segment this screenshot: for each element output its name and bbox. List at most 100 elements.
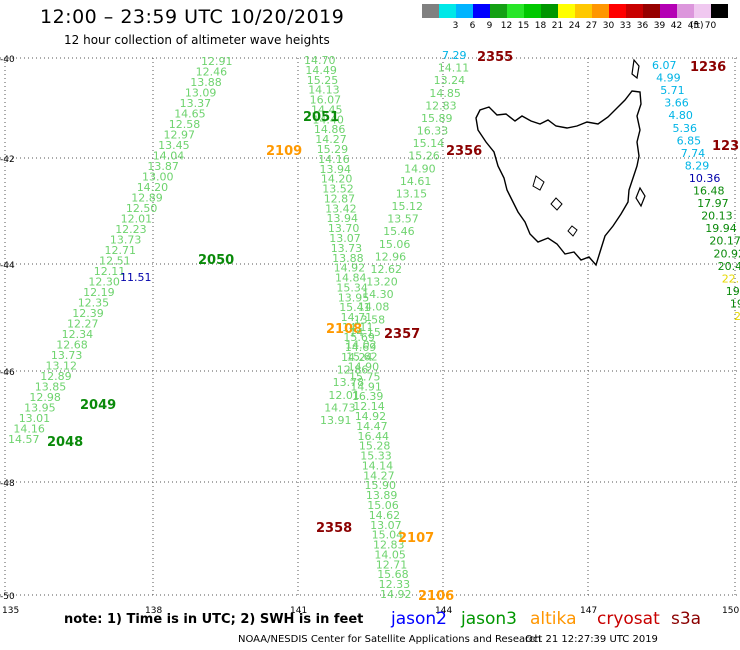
wave-height-value: 12.91 <box>201 55 233 68</box>
wave-height-value: 12.68 <box>56 339 88 352</box>
wave-height-value: 14.62 <box>369 509 401 522</box>
wave-height-value: 13.45 <box>158 139 190 152</box>
wave-height-value: 15.29 <box>317 143 349 156</box>
wave-height-value: 13.07 <box>329 232 361 245</box>
wave-height-value: 15.46 <box>383 225 415 238</box>
legend-item-s3a: s3a <box>671 609 702 629</box>
tasmania-coastline <box>475 90 642 267</box>
wave-height-value: 14.47 <box>356 420 388 433</box>
pass-time-label: 2106 <box>418 589 454 604</box>
wave-height-value: 16.44 <box>358 430 390 443</box>
wave-height-value: 12.50 <box>126 202 157 215</box>
wave-height-value: 12.27 <box>67 318 99 331</box>
wave-height-value: 12.71 <box>105 244 137 257</box>
wave-height-value: 14.04 <box>153 150 185 163</box>
wave-height-value: 14.92 <box>355 410 387 423</box>
wave-height-value: 12.89 <box>131 192 163 205</box>
wave-height-value: 15.14 <box>413 137 445 150</box>
wave-height-value: 12.71 <box>376 558 408 571</box>
wave-height-value: 16.33 <box>417 125 449 138</box>
pass-time-label: 2051 <box>303 110 339 125</box>
timestamp-text: Oct 21 12:27:39 UTC 2019 <box>525 634 658 645</box>
wave-height-value: 14.40 <box>312 113 344 126</box>
color-scale-swatch <box>609 4 626 18</box>
latitude-label: -50 <box>0 592 15 602</box>
wave-height-value: 12.11 <box>94 265 126 278</box>
wave-height-value: 12.83 <box>373 539 405 552</box>
wave-height-value: 15.26 <box>408 150 440 163</box>
wave-height-value: 15.41 <box>339 301 371 314</box>
wave-height-value: 20.17 <box>709 235 740 248</box>
wave-height-value: 12.39 <box>72 307 104 320</box>
wave-height-value: 14.69 <box>345 341 377 354</box>
wave-height-value: 14.11 <box>438 62 470 75</box>
wave-height-value: 14.61 <box>400 175 432 188</box>
color-scale-swatch <box>439 4 456 18</box>
wave-height-value: 14.20 <box>321 173 353 186</box>
wave-height-value: 22.5 <box>722 272 740 285</box>
wave-height-value: 12.19 <box>83 286 115 299</box>
wave-height-value: 13.01 <box>19 412 51 425</box>
color-scale-swatch <box>626 4 643 18</box>
wave-height-value: 14.84 <box>335 272 367 285</box>
wave-height-value: 12.62 <box>371 263 403 276</box>
wave-height-value: 16.48 <box>693 185 725 198</box>
wave-height-value: 12.51 <box>99 255 131 268</box>
wave-height-value: 12.86 <box>337 364 369 377</box>
wave-height-value: 14.15 <box>349 326 381 339</box>
longitude-label: 138 <box>145 606 162 616</box>
wave-height-value: 22. <box>734 310 740 323</box>
longitude-label: 141 <box>290 606 307 616</box>
wave-height-value: 16.07 <box>310 94 342 107</box>
wave-height-value: 14.02 <box>345 339 377 352</box>
wave-height-value: 13.78 <box>333 376 365 389</box>
wave-height-value: 12.14 <box>353 400 385 413</box>
wave-height-value: 3.66 <box>664 97 689 110</box>
units-note: note: 1) Time is in UTC; 2) SWH is in fe… <box>64 612 364 627</box>
wave-height-value: 14.73 <box>324 401 356 414</box>
color-scale-label: 18 <box>534 21 547 31</box>
lat-lon-grid <box>0 57 740 598</box>
wave-height-value: 13.00 <box>142 171 174 184</box>
wave-height-value: 14.45 <box>311 103 343 116</box>
wave-height-value: 13.87 <box>147 160 179 173</box>
wave-height-value: 6.85 <box>677 134 702 147</box>
legend-item-cryosat: cryosat <box>597 609 660 629</box>
pass-time-label: 2358 <box>316 521 352 536</box>
wave-height-value: 13.09 <box>185 87 217 100</box>
wave-height-value: 13.12 <box>46 360 78 373</box>
wave-height-value: 13.73 <box>331 242 363 255</box>
pass-time-label: 2049 <box>80 398 116 413</box>
color-scale-label: 70 <box>704 21 717 31</box>
pass-time-label: 2356 <box>446 144 482 159</box>
wave-height-value: 14.11 <box>342 321 374 334</box>
color-scale-swatch <box>643 4 660 18</box>
wave-height-value: 7.74 <box>681 147 706 160</box>
color-scale-swatch <box>592 4 609 18</box>
wave-height-value: 12.33 <box>379 578 411 591</box>
color-scale-unit: (ft) <box>690 21 704 31</box>
color-scale-swatch <box>575 4 592 18</box>
wave-height-value: 14.05 <box>374 548 406 561</box>
pass-time-label: 2050 <box>198 253 234 268</box>
wave-height-value: 14.13 <box>308 84 340 97</box>
wave-height-value: 5.36 <box>673 122 698 135</box>
latitude-label: -44 <box>0 261 15 271</box>
wave-height-value: 16.39 <box>352 390 384 403</box>
wave-height-value: 14.92 <box>380 588 412 601</box>
color-scale-label: 9 <box>486 21 493 31</box>
color-scale-swatch <box>711 4 728 18</box>
wave-height-value: 15.90 <box>365 479 397 492</box>
color-scale-label: 30 <box>602 21 615 31</box>
wave-height-value: 15.33 <box>360 450 392 463</box>
wave-height-value: 14.90 <box>348 361 380 374</box>
wave-height-value: 13.95 <box>24 402 55 415</box>
wave-height-value: 14.71 <box>341 311 373 324</box>
wave-height-value: 13.70 <box>328 222 360 235</box>
longitude-label: 135 <box>2 606 19 616</box>
color-scale-swatch <box>422 4 439 18</box>
wave-height-value: 12.01 <box>328 389 360 402</box>
wave-height-value: 12.96 <box>375 250 407 263</box>
wave-height-value: 20.13 <box>701 210 733 223</box>
